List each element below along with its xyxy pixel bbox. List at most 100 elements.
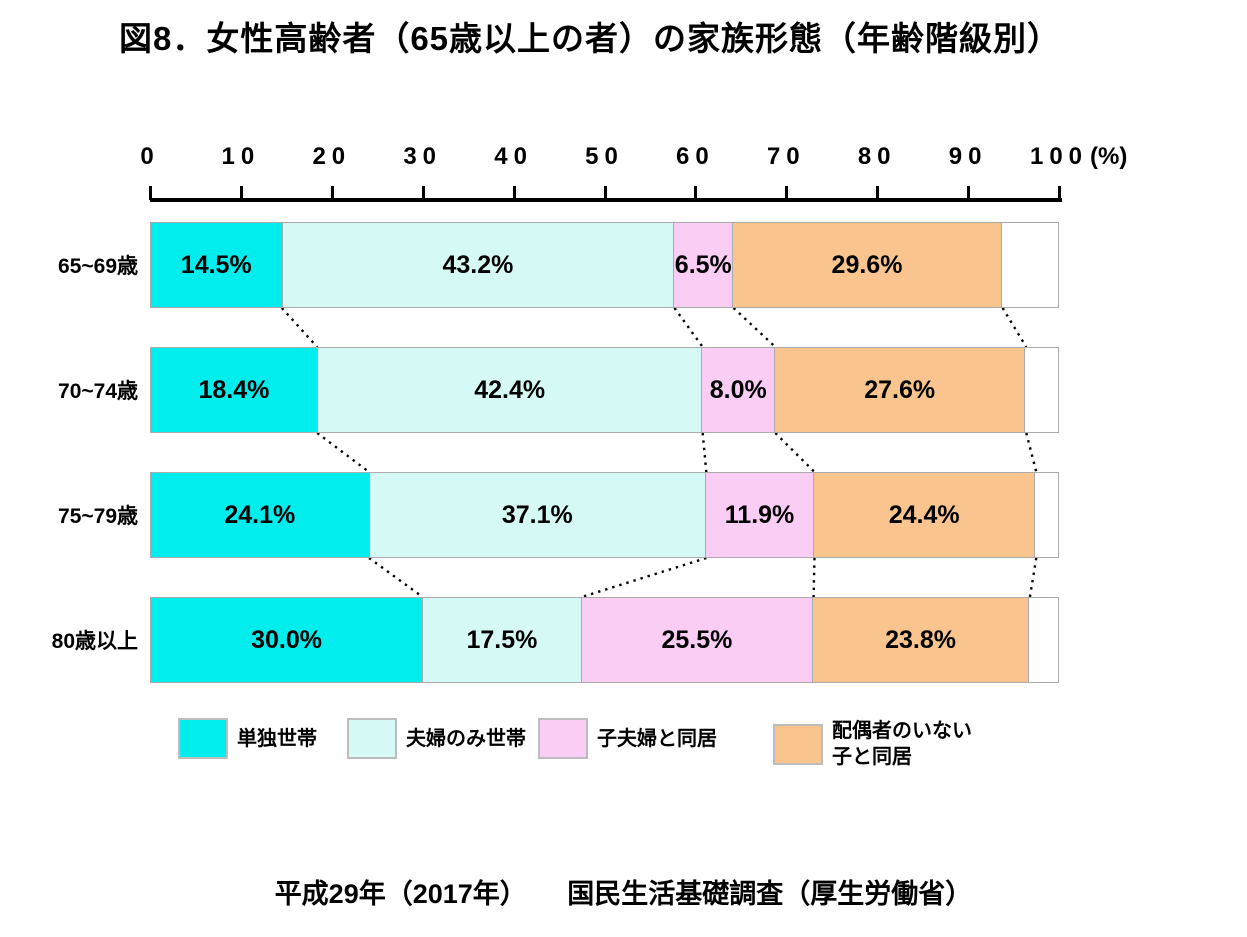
segment-value-label: 43.2% <box>442 250 514 279</box>
bar-segment: 43.2% <box>282 223 675 307</box>
legend-item: 単独世帯 <box>178 718 317 759</box>
bar-segment: 27.6% <box>774 348 1026 432</box>
axis-tick <box>785 186 789 200</box>
bar-segment: 23.8% <box>813 598 1029 682</box>
axis-tick-label: 100 <box>1029 143 1089 170</box>
connector-line <box>581 556 707 599</box>
segment-value-label: 42.4% <box>474 375 546 404</box>
bar-track: 30.0% 17.5% 25.5% 23.8% <box>150 597 1059 683</box>
axis-tick <box>421 186 425 200</box>
axis-tick <box>330 186 334 200</box>
legend-label: 配偶者のいない 子と同居 <box>832 720 972 768</box>
row-label: 65~69歳 <box>58 255 138 278</box>
bar-segment: 14.5% <box>151 223 283 307</box>
chart-title: 図8．女性高齢者（65歳以上の者）の家族形態（年齢階級別） <box>118 20 1062 57</box>
axis-tick-label: 90 <box>948 143 988 170</box>
axis-tick <box>239 186 243 200</box>
axis-tick-label: 30 <box>403 143 443 170</box>
connector-line <box>280 307 319 348</box>
connector-line <box>732 307 777 348</box>
legend-swatch <box>773 723 823 765</box>
segment-value-label: 18.4% <box>198 375 270 404</box>
segment-value-label: 11.9% <box>724 500 795 529</box>
bar-segment-remainder <box>1025 348 1058 432</box>
legend-swatch <box>347 718 397 759</box>
axis-tick <box>967 186 971 200</box>
axis-tick <box>512 186 516 200</box>
axis-tick <box>694 186 698 200</box>
bar-track: 24.1% 37.1% 11.9% 24.4% <box>150 472 1059 558</box>
axis-tick-label: 50 <box>585 143 624 170</box>
connector-line <box>1025 432 1038 473</box>
connector-line <box>316 432 370 473</box>
x-axis-unit-label: (%) <box>1090 143 1128 170</box>
segment-value-label: 27.6% <box>864 375 936 404</box>
segment-value-label: 24.1% <box>224 500 296 529</box>
bar-segment: 8.0% <box>702 348 775 432</box>
segment-value-label: 30.0% <box>251 625 322 654</box>
axis-tick-label: 80 <box>857 143 897 170</box>
bar-row: 75~79歳 24.1% 37.1% 11.9% 24.4% <box>0 472 1247 558</box>
axis-tick-label: 20 <box>312 143 352 170</box>
connector-line <box>673 307 704 348</box>
segment-value-label: 29.6% <box>831 250 903 279</box>
bar-segment: 37.1% <box>369 473 707 557</box>
legend-item: 子夫婦と同居 <box>538 718 717 759</box>
connector-line <box>1001 307 1028 348</box>
segment-value-label: 8.0% <box>709 375 767 404</box>
legend-label: 子夫婦と同居 <box>597 727 717 750</box>
bar-segment-remainder <box>1035 473 1058 557</box>
axis-tick-label: 0 <box>140 143 160 170</box>
bar-segment: 17.5% <box>423 598 582 682</box>
axis-tick-label: 70 <box>766 143 806 170</box>
legend-label: 単独世帯 <box>237 727 317 750</box>
segment-value-label: 37.1% <box>501 500 573 529</box>
x-axis-line <box>150 198 1062 202</box>
bar-row: 65~69歳 14.5% 43.2% 6.5% 29.6% <box>0 222 1247 308</box>
axis-tick-label: 10 <box>221 143 261 170</box>
segment-value-label: 24.4% <box>888 500 960 529</box>
connector-line <box>701 432 708 473</box>
bar-segment: 11.9% <box>706 473 814 557</box>
legend-swatch <box>538 718 588 759</box>
bar-segment: 42.4% <box>317 348 703 432</box>
bar-segment-remainder <box>1001 223 1058 307</box>
row-label: 70~74歳 <box>58 380 138 403</box>
bar-segment: 6.5% <box>674 223 734 307</box>
connector-line <box>368 557 424 598</box>
segment-value-label: 23.8% <box>885 625 956 654</box>
axis-tick <box>1058 186 1061 200</box>
row-label: 75~79歳 <box>58 505 138 528</box>
bar-segment-remainder <box>1028 598 1058 682</box>
bar-row: 80歳以上 30.0% 17.5% 25.5% 23.8% <box>0 597 1247 683</box>
connector-line <box>774 432 816 473</box>
bar-segment: 25.5% <box>581 598 814 682</box>
row-label: 80歳以上 <box>51 630 138 653</box>
legend-label: 夫婦のみ世帯 <box>406 727 526 750</box>
source-note: 平成29年（2017年） 国民生活基礎調査（厚生労働省） <box>274 879 973 909</box>
segment-value-label: 6.5% <box>674 250 732 279</box>
axis-tick <box>603 186 607 200</box>
connector-line <box>812 557 816 598</box>
segment-value-label: 25.5% <box>661 625 733 654</box>
bar-segment: 18.4% <box>151 348 318 432</box>
bar-track: 18.4% 42.4% 8.0% 27.6% <box>150 347 1059 433</box>
connector-line <box>1028 557 1038 598</box>
axis-tick-label: 40 <box>494 143 533 170</box>
axis-tick <box>876 186 880 200</box>
axis-tick <box>149 186 152 200</box>
bar-segment: 24.1% <box>151 473 370 557</box>
bar-segment: 29.6% <box>733 223 1002 307</box>
segment-value-label: 14.5% <box>180 250 252 279</box>
bar-segment: 30.0% <box>151 598 424 682</box>
bar-row: 70~74歳 18.4% 42.4% 8.0% 27.6% <box>0 347 1247 433</box>
legend-item: 配偶者のいない 子と同居 <box>773 718 972 770</box>
axis-tick-label: 60 <box>676 143 715 170</box>
bar-segment: 24.4% <box>813 473 1036 557</box>
segment-value-label: 17.5% <box>466 625 538 654</box>
bar-track: 14.5% 43.2% 6.5% 29.6% <box>150 222 1059 308</box>
legend-item: 夫婦のみ世帯 <box>347 718 526 759</box>
legend-swatch <box>178 718 228 759</box>
